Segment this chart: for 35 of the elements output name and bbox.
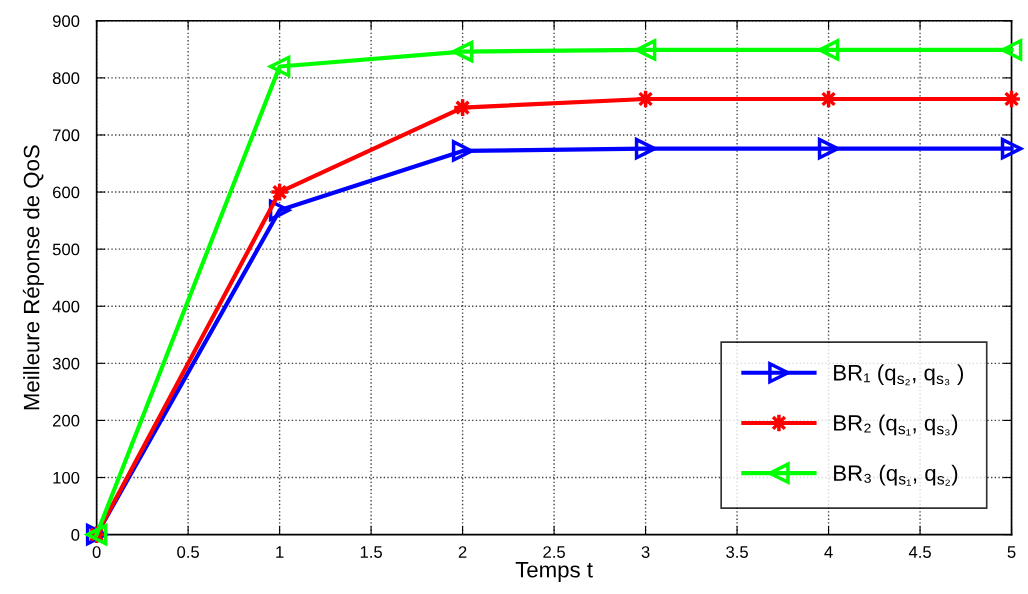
y-tick-label: 400 (52, 300, 80, 313)
point (817, 137, 840, 160)
y-tick-label: 0 (71, 529, 80, 541)
x-tick-label: 0.5 (177, 546, 200, 558)
y-axis-title: Meilleure Réponse de QoS (22, 145, 44, 410)
point (266, 54, 291, 79)
y-tick-label: 700 (53, 129, 80, 142)
x-tick-label: 4.5 (908, 546, 931, 558)
y-tick-label: 200 (53, 414, 80, 427)
x-tick-label: 5 (1007, 546, 1016, 558)
point (634, 39, 657, 61)
x-tick-label: 4 (824, 546, 833, 558)
y-tick-label: 900 (52, 15, 80, 27)
x-tick-label: 2 (458, 546, 467, 558)
y-tick-label: 600 (53, 186, 80, 199)
y-tick-label: 500 (52, 243, 80, 256)
legend-label: BR₃ (q$_{s₁}$, q$_{s₂}$) (834, 464, 958, 486)
legend-label: BR₁ (q$_{s₂}$, q$_{s₃}$ ) (834, 364, 963, 386)
point (451, 140, 474, 162)
legend-label: BR₂ (q$_{s₁}$, q$_{s₃}$) (834, 414, 958, 436)
y-tick-label: 300 (52, 357, 80, 370)
point (1000, 136, 1025, 161)
y-tick-label: 100 (53, 471, 80, 484)
point (817, 39, 840, 61)
x-tick-label: 0 (92, 546, 101, 558)
x-tick-label: 1.5 (360, 546, 382, 558)
x-tick-label: 1 (276, 546, 284, 558)
x-axis-title: Temps t (515, 562, 593, 582)
x-tick-label: 3 (641, 546, 650, 558)
point (634, 137, 657, 160)
y-tick-label: 800 (52, 72, 80, 85)
point (1000, 39, 1023, 61)
x-tick-label: 3.5 (726, 546, 748, 558)
point (451, 40, 474, 63)
x-tick-label: 2.5 (543, 546, 565, 558)
